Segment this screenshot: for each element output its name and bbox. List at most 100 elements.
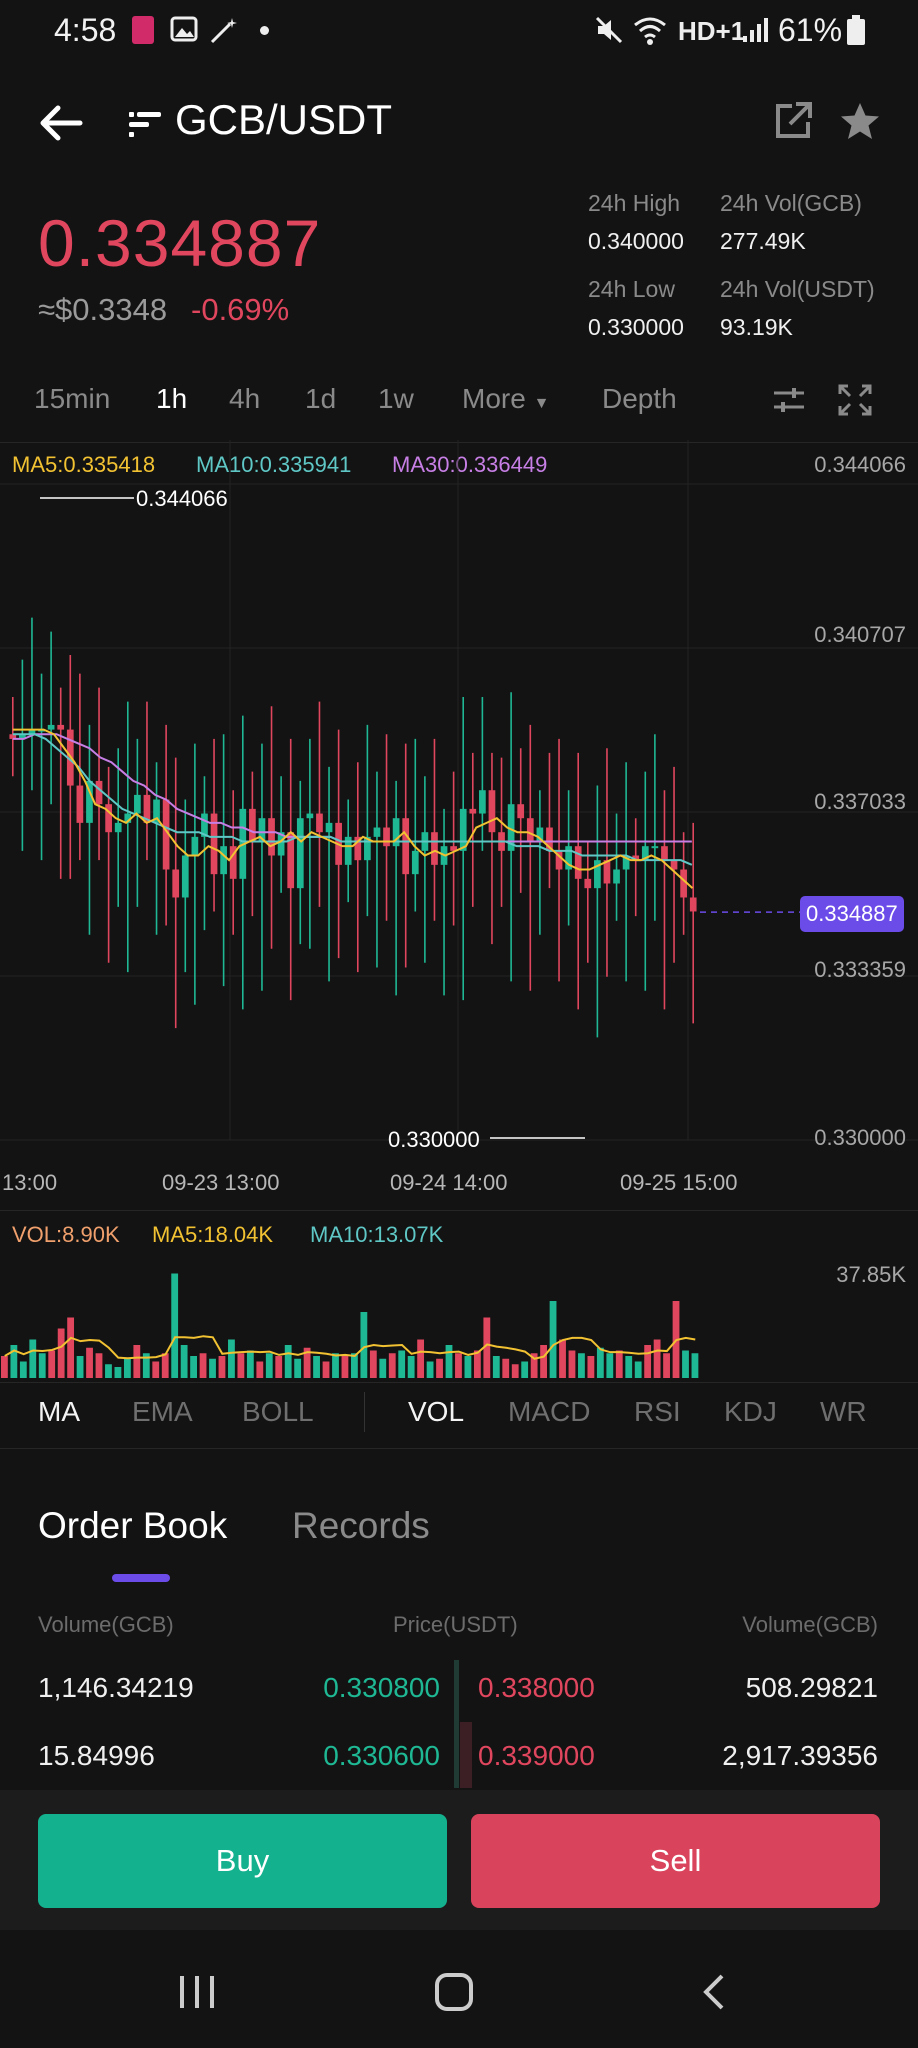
y-tick-5: 0.330000: [814, 1125, 906, 1150]
usd-price: ≈$0.3348: [38, 292, 168, 327]
ma5-legend: MA5:0.335418: [12, 452, 156, 477]
candle-body: [546, 827, 553, 851]
share-icon[interactable]: [772, 100, 814, 142]
order-book-row[interactable]: 1,146.34219 0.330800 0.338000 508.29821: [0, 1672, 918, 1718]
recent-apps-icon[interactable]: [176, 1974, 218, 2010]
candle-body: [622, 855, 630, 870]
ind-tab-wr[interactable]: WR: [820, 1396, 867, 1427]
volume-bar: [332, 1353, 339, 1378]
tab-depth[interactable]: Depth: [602, 383, 677, 414]
ind-tab-ma[interactable]: MA: [38, 1396, 80, 1427]
candle-body: [680, 869, 687, 898]
tab-1h[interactable]: 1h: [156, 383, 188, 414]
favorite-star-icon[interactable]: [838, 100, 882, 142]
candle-body: [507, 804, 515, 851]
ask-volume: 508.29821: [745, 1672, 878, 1703]
candle-body: [229, 846, 237, 879]
vol-quote-label: 24h Vol(USDT): [720, 276, 875, 302]
volume-bar: [606, 1353, 614, 1378]
candle-body: [488, 790, 496, 833]
home-icon[interactable]: [434, 1972, 474, 2012]
candle-body: [114, 822, 122, 833]
vol-ma5-line: [4, 1335, 696, 1360]
volume-bar: [57, 1328, 65, 1378]
chart-settings-icon[interactable]: [772, 384, 806, 416]
chart-top-border: [0, 442, 918, 443]
buy-button[interactable]: Buy: [38, 1814, 447, 1908]
volume-bar: [417, 1339, 425, 1378]
ind-tab-vol[interactable]: VOL: [408, 1396, 465, 1427]
candle-body: [402, 818, 410, 875]
candlestick-chart[interactable]: [0, 440, 918, 1160]
mute-icon: [595, 16, 623, 44]
candle-body: [249, 808, 256, 842]
ma30-line: [12, 733, 692, 843]
ind-tab-rsi[interactable]: RSI: [634, 1396, 681, 1427]
ind-tab-ema[interactable]: EMA: [132, 1396, 193, 1427]
volume-bar: [445, 1345, 453, 1378]
volume-chart[interactable]: [0, 1250, 918, 1382]
dot-icon: [260, 26, 269, 35]
candle-body: [383, 827, 390, 847]
volume-bar: [483, 1317, 491, 1378]
tab-order-book[interactable]: Order Book: [38, 1505, 228, 1546]
tab-more-label: More: [462, 383, 526, 414]
volume-bar: [180, 1345, 188, 1378]
tab-15min[interactable]: 15min: [34, 383, 111, 414]
volume-bar: [473, 1350, 481, 1378]
vol-base-value: 277.49K: [720, 228, 806, 254]
high-value: 0.340000: [588, 228, 684, 254]
candle-body: [210, 813, 218, 875]
low-label: 24h Low: [588, 276, 675, 302]
volume-bar: [105, 1364, 112, 1378]
volume-bar: [578, 1353, 585, 1378]
candle-body: [57, 724, 65, 730]
back-icon[interactable]: [698, 1972, 728, 2012]
ind-tab-boll[interactable]: BOLL: [242, 1396, 314, 1427]
candle-body: [526, 818, 534, 842]
volume-bar: [549, 1301, 557, 1378]
volume-bar: [246, 1350, 254, 1378]
volume-bar: [237, 1353, 245, 1378]
volume-bar: [19, 1361, 27, 1378]
candle-body: [651, 846, 659, 849]
volume-bar: [67, 1317, 75, 1378]
volume-bar: [653, 1339, 661, 1378]
volume-bar: [691, 1353, 699, 1378]
tab-1d[interactable]: 1d: [305, 383, 337, 414]
pair-menu-icon[interactable]: [127, 110, 163, 138]
candle-body: [450, 846, 457, 851]
tab-4h[interactable]: 4h: [229, 383, 261, 414]
high-label: 24h High: [588, 190, 681, 216]
tab-1w[interactable]: 1w: [378, 383, 414, 414]
volume-bar: [388, 1353, 396, 1378]
volume-bar: [663, 1353, 670, 1378]
volume-bar: [568, 1350, 576, 1378]
volume-bar: [455, 1353, 462, 1378]
volume-bar: [426, 1361, 434, 1378]
x-tick-3: 09-24 14:00: [390, 1170, 508, 1195]
pair-title[interactable]: GCB/USDT: [175, 96, 393, 143]
candle-body: [287, 832, 295, 889]
ind-tab-macd[interactable]: MACD: [508, 1396, 591, 1427]
ask-volume: 2,917.39356: [722, 1740, 878, 1771]
volume-bar: [152, 1361, 160, 1378]
candle-body: [344, 836, 352, 865]
candle-body: [9, 734, 17, 739]
ind-tab-kdj[interactable]: KDJ: [724, 1396, 777, 1427]
candle-body: [613, 869, 620, 884]
candle-body: [603, 860, 611, 884]
tab-records[interactable]: Records: [292, 1505, 430, 1546]
back-arrow-icon[interactable]: [38, 104, 84, 142]
gallery-icon: [170, 16, 198, 42]
fullscreen-icon[interactable]: [838, 384, 872, 416]
candle-body: [392, 818, 400, 847]
x-tick-4: 09-25 15:00: [620, 1170, 738, 1195]
candle-body: [191, 836, 199, 856]
volume-bar: [142, 1353, 150, 1378]
candle-body: [162, 799, 170, 870]
min-price-label: 0.330000: [388, 1127, 480, 1152]
tab-more[interactable]: More ▼: [462, 383, 549, 415]
order-book-row[interactable]: 15.84996 0.330600 0.339000 2,917.39356: [0, 1740, 918, 1786]
sell-button[interactable]: Sell: [471, 1814, 880, 1908]
